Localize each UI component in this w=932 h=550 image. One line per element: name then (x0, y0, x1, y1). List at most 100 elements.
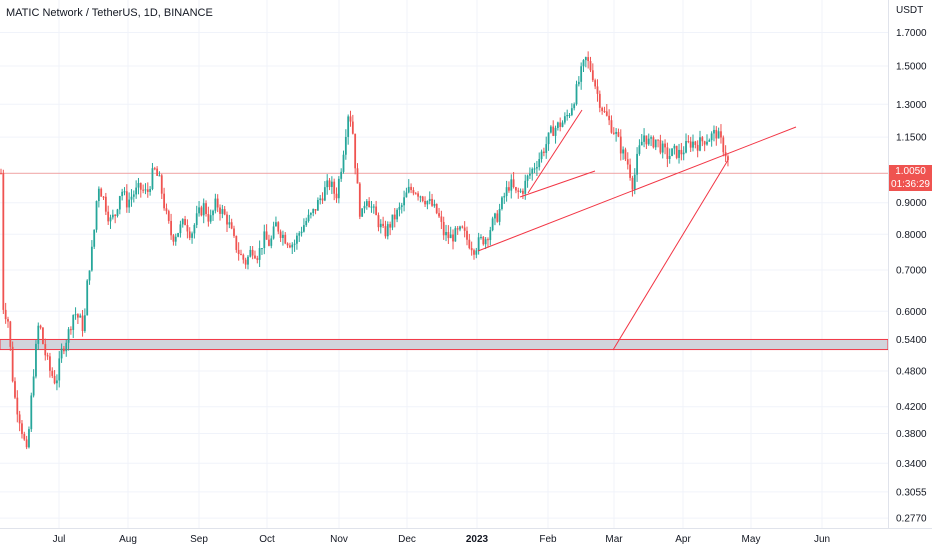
candle-down (447, 232, 450, 239)
candle-down (81, 315, 84, 331)
candle-down (240, 254, 242, 256)
candle-up (580, 66, 583, 82)
bar-countdown-badge: 01:36:29 (889, 179, 932, 191)
candle-down (156, 168, 159, 176)
candle-up (449, 234, 452, 239)
candle-up (668, 155, 671, 159)
candle-up (191, 233, 193, 238)
candle-up (307, 214, 310, 222)
candle-down (393, 214, 396, 220)
candle-down (14, 381, 16, 398)
candle-up (494, 213, 496, 219)
candle-down (619, 136, 622, 154)
candle-down (18, 414, 21, 424)
candle-up (654, 139, 657, 148)
candle-down (645, 135, 648, 145)
candle-down (468, 239, 471, 249)
candle-down (44, 344, 47, 356)
candle-down (165, 208, 168, 212)
candle-up (480, 236, 482, 238)
candle-down (461, 226, 464, 228)
candle-up (65, 342, 68, 352)
candle-up (132, 194, 135, 197)
candle-down (496, 213, 499, 222)
candle-down (384, 226, 387, 237)
candle-up (296, 235, 298, 244)
time-tick-label: Oct (259, 534, 275, 545)
candle-up (445, 232, 447, 236)
time-axis[interactable]: Jul Aug Sep Oct Nov Dec 2023 Feb Mar Apr May Jun (53, 534, 830, 545)
support-zone[interactable] (0, 172, 889, 351)
candle-down (184, 219, 186, 226)
candle-up (79, 315, 82, 318)
candle-down (237, 249, 240, 255)
candle-down (435, 203, 438, 214)
candle-down (153, 168, 156, 170)
candle-up (584, 57, 587, 61)
candle-up (370, 206, 373, 208)
candle-up (582, 60, 585, 67)
candle-up (536, 167, 538, 169)
candle-down (51, 370, 54, 376)
price-tick-label: 0.2770 (896, 514, 927, 525)
candle-up (130, 196, 133, 200)
price-tick-label: 1.5000 (896, 62, 927, 73)
candle-up (710, 133, 713, 141)
candle-up (531, 168, 534, 174)
candle-up (221, 209, 224, 214)
candle-up (491, 218, 494, 231)
candle-up (706, 141, 708, 145)
candle-up (128, 199, 131, 208)
candle-up (158, 175, 161, 177)
candle-up (151, 168, 154, 190)
time-tick-label: Feb (539, 534, 557, 545)
candle-up (433, 203, 436, 206)
candle-down (314, 209, 317, 211)
candle-down (438, 213, 440, 217)
candle-up (540, 151, 543, 160)
candle-up (198, 207, 200, 214)
candle-up (214, 198, 217, 211)
candle-down (657, 139, 659, 141)
trendline-rising-support[interactable] (477, 126, 797, 252)
candle-down (605, 111, 608, 116)
trendline-short-segment[interactable] (519, 170, 596, 198)
candle-down (39, 325, 42, 328)
candle-down (389, 224, 392, 228)
candle-up (212, 210, 214, 216)
candle-down (53, 375, 56, 384)
candle-down (70, 329, 72, 331)
candle-up (28, 429, 30, 448)
support-zone-rect[interactable] (0, 338, 889, 351)
candle-down (522, 190, 524, 194)
price-axis[interactable]: 1.7000 1.5000 1.3000 1.1500 0.9000 0.8000 0.70… (896, 28, 927, 525)
candle-down (356, 168, 359, 184)
time-tick-label: Apr (675, 534, 691, 545)
projection-line[interactable] (612, 159, 729, 351)
candle-up (396, 209, 398, 220)
candle-down (431, 198, 433, 206)
candle-down (722, 137, 725, 153)
time-tick-label: May (742, 534, 761, 545)
candle-down (333, 181, 336, 194)
candle-up (398, 206, 401, 210)
candle-up (529, 173, 531, 176)
candle-down (375, 206, 378, 216)
candle-down (7, 319, 9, 322)
candle-up (319, 198, 322, 200)
price-tick-label: 1.7000 (896, 28, 927, 39)
candle-up (678, 149, 680, 158)
trendline-drawings[interactable] (477, 109, 797, 351)
candle-down (382, 223, 385, 227)
candle-up (90, 246, 93, 271)
candle-up (566, 115, 569, 117)
candle-down (680, 149, 683, 155)
candle-up (72, 315, 75, 330)
candle-up (330, 181, 333, 187)
candle-up (547, 132, 550, 145)
candle-down (114, 214, 117, 217)
price-tick-label: 0.3055 (896, 487, 927, 498)
candle-down (591, 70, 594, 81)
trendline-steep-rise[interactable] (527, 109, 583, 194)
